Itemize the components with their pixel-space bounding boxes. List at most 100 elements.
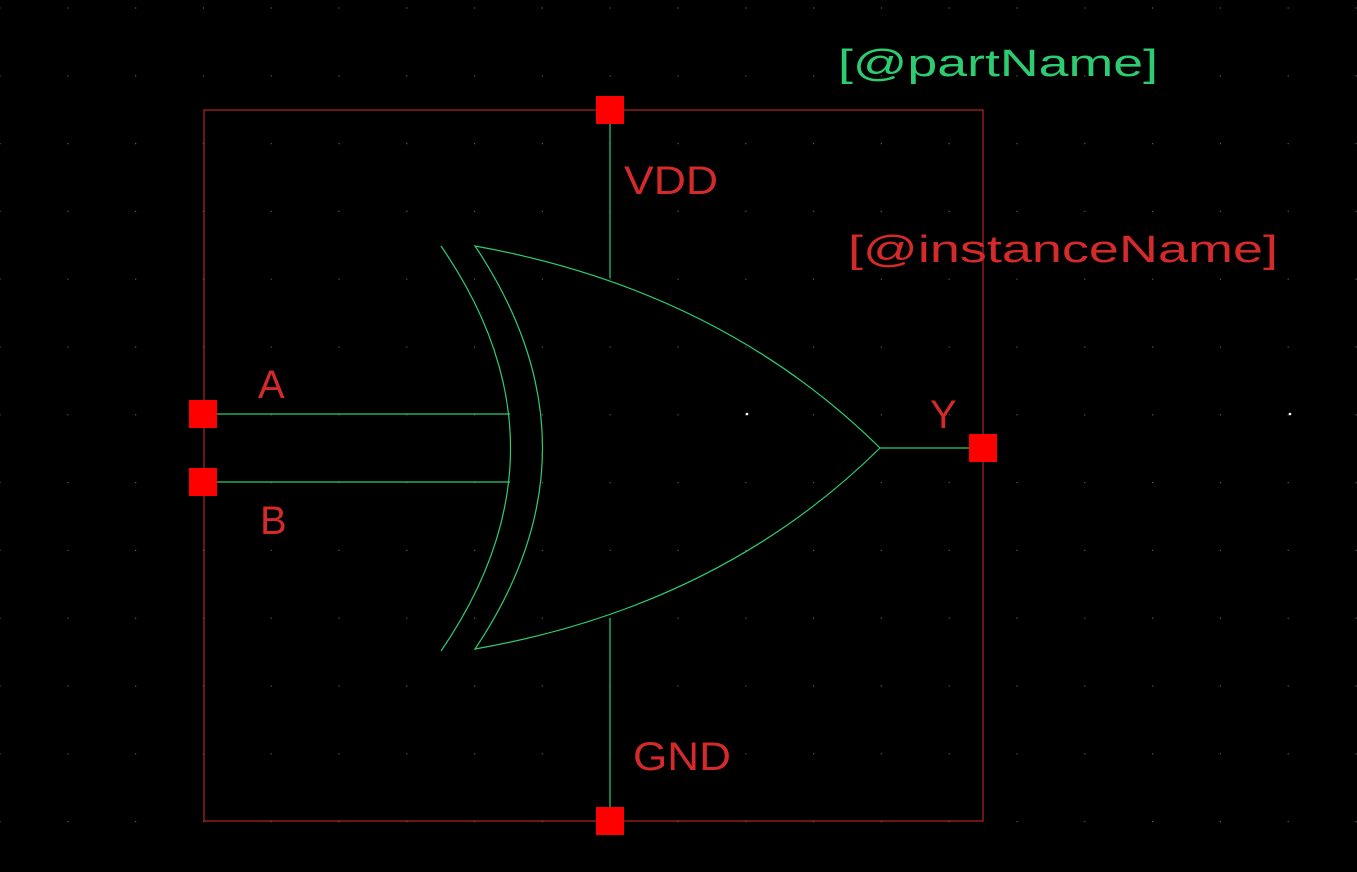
grid-dot	[1152, 75, 1154, 77]
grid-dot	[1219, 75, 1221, 77]
grid-dot	[1355, 210, 1357, 212]
grid-dot	[338, 753, 340, 755]
grid-dot	[135, 210, 137, 212]
grid-dot	[135, 753, 137, 755]
grid-dot	[406, 617, 408, 619]
grid-dot	[0, 617, 1, 619]
grid-dot	[813, 617, 815, 619]
grid-dot	[202, 685, 204, 687]
grid-dot	[1016, 549, 1018, 551]
grid-dot	[880, 549, 882, 551]
grid-dot	[1355, 75, 1357, 77]
grid-dot	[1219, 617, 1221, 619]
grid-dot	[406, 753, 408, 755]
grid-dot	[135, 549, 137, 551]
grid-dot	[1152, 414, 1154, 416]
grid-dot	[1287, 210, 1289, 212]
grid-dot	[1084, 821, 1086, 823]
grid-dot	[270, 7, 272, 9]
grid-dot	[1219, 685, 1221, 687]
grid-dot	[541, 821, 543, 823]
grid-dot	[1152, 482, 1154, 484]
grid-dot	[1084, 210, 1086, 212]
grid-dot	[67, 753, 69, 755]
grid-dot	[202, 7, 204, 9]
grid-dot	[813, 75, 815, 77]
grid-dot	[406, 821, 408, 823]
part-name-label[interactable]: [@partName]	[838, 43, 1158, 85]
grid-dot	[1355, 753, 1357, 755]
instance-name-label[interactable]: [@instanceName]	[848, 229, 1278, 271]
pin-b-square[interactable]	[189, 468, 217, 496]
grid-dot	[474, 346, 476, 348]
grid-dot	[474, 75, 476, 77]
marker-dot-right	[1288, 412, 1292, 416]
pin-gnd-square[interactable]	[596, 807, 624, 835]
grid-dot	[67, 821, 69, 823]
grid-dot	[745, 617, 747, 619]
grid-dot	[677, 75, 679, 77]
grid-dot	[67, 75, 69, 77]
grid-dot	[135, 482, 137, 484]
grid-dot	[1355, 482, 1357, 484]
grid-dot	[880, 482, 882, 484]
grid-dot	[948, 75, 950, 77]
grid-dot	[1219, 414, 1221, 416]
grid-dot	[1084, 617, 1086, 619]
grid-dot	[270, 210, 272, 212]
grid-dot	[474, 414, 476, 416]
grid-dot	[1287, 549, 1289, 551]
grid-dot	[880, 7, 882, 9]
grid-dot	[1152, 549, 1154, 551]
grid-dot	[202, 75, 204, 77]
grid-dot	[880, 278, 882, 280]
grid-dot	[677, 143, 679, 145]
pin-vdd-square[interactable]	[596, 96, 624, 124]
grid-dot	[338, 75, 340, 77]
grid-dot	[1084, 278, 1086, 280]
pin-a-square[interactable]	[189, 400, 217, 428]
grid-dot	[609, 414, 611, 416]
grid-dot	[677, 549, 679, 551]
grid-dot	[338, 278, 340, 280]
grid-dot	[1016, 685, 1018, 687]
grid-dot	[67, 414, 69, 416]
grid-dot	[474, 143, 476, 145]
grid-dot	[338, 414, 340, 416]
grid-dot	[1152, 821, 1154, 823]
grid-dot	[541, 549, 543, 551]
grid-dot	[338, 143, 340, 145]
grid-dot	[1016, 75, 1018, 77]
grid-dot	[474, 549, 476, 551]
grid-dot	[1084, 685, 1086, 687]
grid-dot	[474, 278, 476, 280]
grid-dot	[880, 617, 882, 619]
grid-dot	[135, 7, 137, 9]
grid-dot	[609, 346, 611, 348]
grid-dot	[880, 75, 882, 77]
grid-dot	[948, 7, 950, 9]
grid-dot	[677, 346, 679, 348]
grid-dot	[880, 753, 882, 755]
grid-dot	[1355, 617, 1357, 619]
grid-dot	[1219, 346, 1221, 348]
pin-y-square[interactable]	[969, 434, 997, 462]
grid-dot	[1355, 549, 1357, 551]
grid-dot	[1287, 753, 1289, 755]
grid-dot	[1287, 414, 1289, 416]
grid-dot	[270, 346, 272, 348]
grid-dot	[813, 482, 815, 484]
grid-dot	[1287, 7, 1289, 9]
grid-dot	[1152, 143, 1154, 145]
grid-dot	[813, 549, 815, 551]
grid-dot	[1355, 346, 1357, 348]
grid-dot	[1152, 753, 1154, 755]
grid-dot	[67, 210, 69, 212]
pin-label-b: B	[260, 499, 287, 543]
grid-dot	[609, 482, 611, 484]
grid-dot	[541, 210, 543, 212]
grid-dot	[270, 143, 272, 145]
grid-dot	[677, 753, 679, 755]
grid-dot	[67, 278, 69, 280]
